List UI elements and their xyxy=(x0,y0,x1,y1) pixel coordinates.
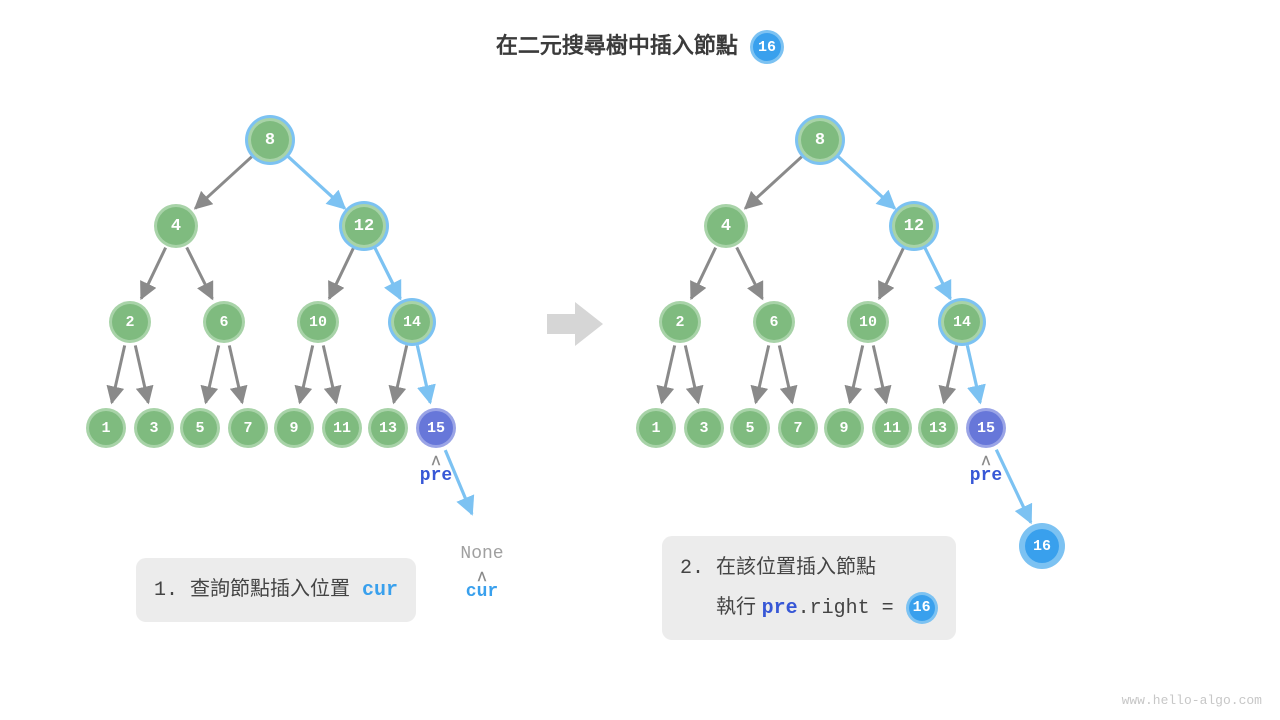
title-text: 在二元搜尋樹中插入節點 xyxy=(496,33,738,58)
tree-node: 8 xyxy=(798,118,842,162)
tree-node: 13 xyxy=(918,408,958,448)
label-none: None xyxy=(452,544,512,564)
tree-node: 7 xyxy=(228,408,268,448)
tree-node: 12 xyxy=(342,204,386,248)
caption-1-code: cur xyxy=(362,579,398,602)
watermark: www.hello-algo.com xyxy=(1122,693,1262,708)
caption-step-1: 1. 查詢節點插入位置 cur xyxy=(136,558,416,622)
caption-1-text: 查詢節點插入位置 xyxy=(190,578,350,600)
page-title: 在二元搜尋樹中插入節點 16 xyxy=(0,28,1280,64)
tree-node: 15 xyxy=(416,408,456,448)
tree-node: 2 xyxy=(659,301,701,343)
tree-node: 11 xyxy=(872,408,912,448)
tree-node: 4 xyxy=(704,204,748,248)
tree-node: 3 xyxy=(134,408,174,448)
title-badge: 16 xyxy=(750,30,784,64)
tree-node: 3 xyxy=(684,408,724,448)
caption-1-num: 1. xyxy=(154,579,178,602)
caption-2-line1: 在該位置插入節點 xyxy=(716,556,876,578)
caption-2-badge: 16 xyxy=(906,592,938,624)
tree-node: 7 xyxy=(778,408,818,448)
tree-node: 10 xyxy=(297,301,339,343)
tree-node: 4 xyxy=(154,204,198,248)
label-pre-left: ᐱpre xyxy=(416,458,456,486)
tree-node: 14 xyxy=(941,301,983,343)
tree-node: 6 xyxy=(203,301,245,343)
tree-node: 5 xyxy=(730,408,770,448)
tree-node: 9 xyxy=(824,408,864,448)
label-cur: ᐱcur xyxy=(454,574,510,602)
tree-node: 5 xyxy=(180,408,220,448)
tree-node: 14 xyxy=(391,301,433,343)
caption-2-pre: pre xyxy=(762,597,798,620)
caption-2-prefix: 執行 xyxy=(716,596,762,618)
tree-node: 6 xyxy=(753,301,795,343)
caption-step-2: 2. 在該位置插入節點 2. 執行 pre.right = 16 xyxy=(662,536,956,640)
transition-arrow-icon xyxy=(545,300,605,353)
tree-node: 1 xyxy=(636,408,676,448)
tree-node: 12 xyxy=(892,204,936,248)
tree-node: 1 xyxy=(86,408,126,448)
label-pre-right: ᐱpre xyxy=(966,458,1006,486)
tree-node-new: 16 xyxy=(1022,526,1062,566)
tree-node: 2 xyxy=(109,301,151,343)
tree-node: 8 xyxy=(248,118,292,162)
tree-node: 13 xyxy=(368,408,408,448)
tree-node: 10 xyxy=(847,301,889,343)
tree-node: 15 xyxy=(966,408,1006,448)
caption-2-num: 2. xyxy=(680,557,704,580)
caption-2-mid: .right = xyxy=(798,597,906,620)
tree-node: 9 xyxy=(274,408,314,448)
tree-node: 11 xyxy=(322,408,362,448)
